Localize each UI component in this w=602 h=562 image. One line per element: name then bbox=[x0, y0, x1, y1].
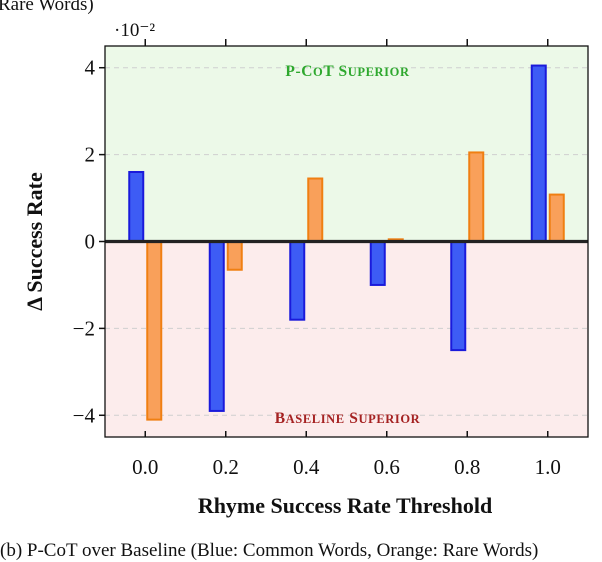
y-tick-label: 4 bbox=[85, 56, 96, 80]
bar-rare-0.4 bbox=[307, 177, 324, 243]
superior-region bbox=[105, 46, 588, 242]
x-tick-label: 0.8 bbox=[454, 455, 480, 479]
bar-common-0.6 bbox=[369, 240, 386, 286]
bar-rare-1.0 bbox=[548, 193, 565, 243]
bars-group bbox=[128, 64, 565, 421]
bar-common-0.4 bbox=[289, 240, 306, 321]
bar-common-1.0 bbox=[530, 64, 547, 243]
axis-ticks: 0.0 0.2 0.4 0.6 0.8 1.0 −4 −2 0 2 4 bbox=[73, 39, 561, 479]
x-tick-label: 0.6 bbox=[374, 455, 400, 479]
x-axis-label: Rhyme Success Rate Threshold bbox=[198, 493, 492, 518]
y-tick-label: −4 bbox=[73, 403, 96, 427]
bar-common-0.2 bbox=[208, 240, 225, 412]
bar-rare-0.2 bbox=[226, 240, 243, 271]
bar-common-0.8 bbox=[450, 240, 467, 352]
figure-caption-top: Rare Words) bbox=[0, 0, 94, 15]
bar-common-0.0 bbox=[128, 170, 145, 243]
x-tick-label: 1.0 bbox=[535, 455, 561, 479]
y-tick-label: −2 bbox=[73, 316, 95, 340]
x-tick-label: 0.0 bbox=[132, 455, 158, 479]
y-tick-label: 2 bbox=[85, 143, 96, 167]
figure-caption-bottom: (b) P-CoT over Baseline (Blue: Common Wo… bbox=[0, 540, 539, 561]
y-scale-label: ·10⁻² bbox=[114, 20, 155, 41]
x-tick-label: 0.2 bbox=[213, 455, 239, 479]
bar-rare-0.8 bbox=[468, 151, 485, 243]
x-tick-label: 0.4 bbox=[293, 455, 320, 479]
annotation-inferior: BASELINE SUPERIOR bbox=[275, 410, 421, 427]
annotation-superior: P-COT SUPERIOR bbox=[285, 63, 410, 80]
inferior-region bbox=[105, 241, 588, 437]
y-tick-label: 0 bbox=[85, 230, 96, 254]
y-axis-label: Δ Success Rate bbox=[22, 172, 47, 311]
bar-rare-0.0 bbox=[146, 240, 163, 421]
